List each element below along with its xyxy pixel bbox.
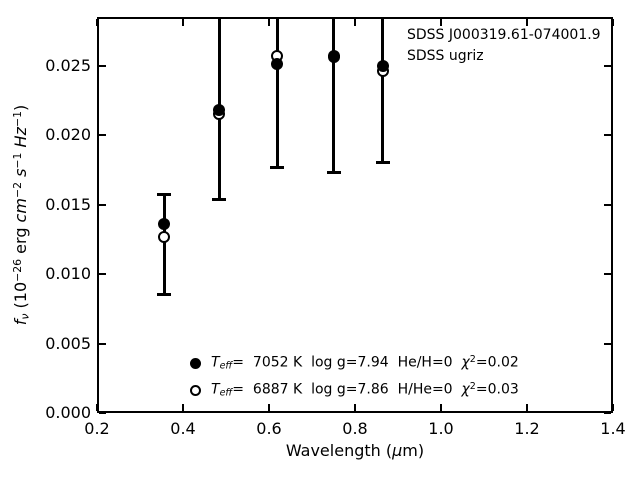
y-tick-label: 0.020 bbox=[45, 125, 91, 145]
errorbar-cap bbox=[326, 171, 341, 175]
x-tick bbox=[526, 404, 528, 411]
x-tick-top bbox=[96, 19, 98, 26]
y-tick-label: 0.025 bbox=[45, 55, 91, 75]
y-tick bbox=[99, 203, 106, 206]
errorbar-cap bbox=[375, 161, 390, 165]
errorbar-cap bbox=[270, 165, 285, 169]
y-tick-label: 0.015 bbox=[45, 194, 91, 214]
x-tick-label: 1.4 bbox=[600, 419, 626, 438]
x-tick-label: 0.2 bbox=[84, 419, 110, 438]
x-tick-top bbox=[182, 19, 184, 26]
x-tick bbox=[182, 404, 184, 411]
y-tick bbox=[99, 342, 106, 345]
y-tick-right bbox=[604, 64, 611, 67]
y-tick-label: 0.005 bbox=[45, 333, 91, 353]
y-tick bbox=[99, 273, 106, 276]
y-tick-right bbox=[604, 342, 611, 345]
errorbar-cap bbox=[212, 197, 227, 201]
x-tick-label: 0.8 bbox=[342, 419, 368, 438]
errorbar-cap bbox=[157, 293, 172, 297]
data-point-filled bbox=[327, 49, 340, 62]
errorbar-line bbox=[332, 19, 336, 173]
y-tick bbox=[99, 64, 106, 67]
x-tick bbox=[440, 404, 442, 411]
data-point-filled bbox=[376, 59, 389, 72]
target-name-annotation: SDSS J000319.61-074001.9 bbox=[407, 27, 601, 43]
annotation-block: SDSS J000319.61-074001.9 SDSS ugriz bbox=[407, 25, 601, 67]
legend-row: Teff= 7052 K log g=7.94 He/H=0 χ2=0.02 bbox=[190, 353, 519, 373]
y-tick-right bbox=[604, 203, 611, 206]
x-tick-label: 1.2 bbox=[514, 419, 540, 438]
y-tick-label: 0.010 bbox=[45, 264, 91, 284]
errorbar-cap bbox=[157, 193, 172, 197]
y-tick bbox=[99, 412, 106, 414]
x-tick bbox=[612, 404, 614, 411]
legend-entry-filled: Teff= 7052 K log g=7.94 He/H=0 χ2=0.02 bbox=[211, 353, 519, 372]
x-tick-top bbox=[440, 19, 442, 26]
x-tick-label: 0.6 bbox=[256, 419, 282, 438]
errorbar-line bbox=[162, 194, 166, 295]
y-axis-label: fν (10−26 erg cm−2 s−1 Hz−1) bbox=[11, 104, 32, 326]
legend-entry-open: Teff= 6887 K log g=7.86 H/He=0 χ2=0.03 bbox=[211, 380, 519, 399]
filled-circle-icon bbox=[190, 357, 201, 369]
data-point-open bbox=[158, 230, 171, 243]
open-circle-icon bbox=[190, 384, 201, 396]
data-point-filled bbox=[271, 58, 284, 71]
x-tick-top bbox=[526, 19, 528, 26]
plot-frame bbox=[97, 17, 613, 413]
x-axis-label: Wavelength (μm) bbox=[285, 441, 425, 460]
x-tick-label: 0.4 bbox=[170, 419, 196, 438]
errorbar-line bbox=[275, 19, 279, 168]
data-point-filled bbox=[158, 218, 171, 231]
y-tick-right bbox=[604, 273, 611, 276]
x-tick-top bbox=[268, 19, 270, 26]
x-tick-label: 1.0 bbox=[428, 419, 454, 438]
y-tick-label: 0.000 bbox=[45, 403, 91, 422]
x-tick bbox=[354, 404, 356, 411]
filter-set-annotation: SDSS ugriz bbox=[407, 48, 484, 64]
x-tick-top bbox=[354, 19, 356, 26]
errorbar-line bbox=[381, 19, 385, 163]
x-tick bbox=[268, 404, 270, 411]
y-tick-right bbox=[604, 134, 611, 137]
y-tick-right bbox=[604, 412, 611, 414]
y-tick bbox=[99, 134, 106, 137]
x-tick bbox=[96, 404, 98, 411]
data-point-filled bbox=[213, 104, 226, 117]
legend-row: Teff= 6887 K log g=7.86 H/He=0 χ2=0.03 bbox=[190, 380, 519, 400]
x-tick-top bbox=[612, 19, 614, 26]
